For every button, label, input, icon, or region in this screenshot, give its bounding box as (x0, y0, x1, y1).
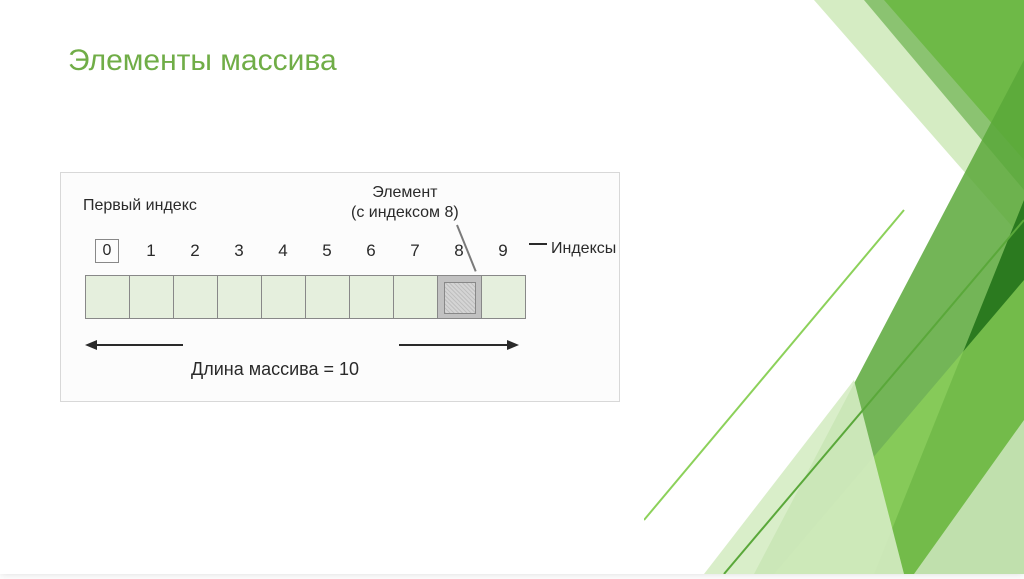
index-1: 1 (129, 237, 173, 265)
indices-label: Индексы (551, 240, 616, 258)
index-8: 8 (437, 237, 481, 265)
index-0-box: 0 (95, 239, 119, 263)
cell-9 (481, 275, 525, 319)
cell-7 (393, 275, 437, 319)
arrow-right-head (507, 340, 519, 350)
index-6: 6 (349, 237, 393, 265)
array-diagram: Первый индекс Элемент (с индексом 8) 0 1… (60, 172, 620, 402)
element-label-line1: Элемент (372, 184, 437, 201)
first-index-label: Первый индекс (83, 197, 197, 215)
arrow-right-line (399, 344, 507, 346)
indices-dash (529, 243, 547, 245)
index-5: 5 (305, 237, 349, 265)
cell-1 (129, 275, 173, 319)
index-7: 7 (393, 237, 437, 265)
decorative-triangles (644, 0, 1024, 574)
page-title: Элементы массива (68, 44, 337, 78)
cells-row (85, 275, 526, 319)
index-3: 3 (217, 237, 261, 265)
cell-5 (305, 275, 349, 319)
element-index8-label: Элемент (с индексом 8) (351, 183, 459, 223)
index-row: 0 1 2 3 4 5 6 7 8 9 (85, 237, 525, 265)
cell-6 (349, 275, 393, 319)
element-label-line2: (с индексом 8) (351, 204, 459, 221)
arrow-left-head (85, 340, 97, 350)
cell-8-highlighted (437, 275, 481, 319)
arrow-left-line (97, 344, 183, 346)
slide: Элементы массива Первый индекс Элемент (… (0, 0, 1024, 574)
index-2: 2 (173, 237, 217, 265)
cell-4 (261, 275, 305, 319)
index-0: 0 (85, 237, 129, 265)
index-4: 4 (261, 237, 305, 265)
index-9: 9 (481, 237, 525, 265)
length-label: Длина массива = 10 (191, 359, 359, 380)
cell-2 (173, 275, 217, 319)
cell-3 (217, 275, 261, 319)
cell-0 (85, 275, 129, 319)
